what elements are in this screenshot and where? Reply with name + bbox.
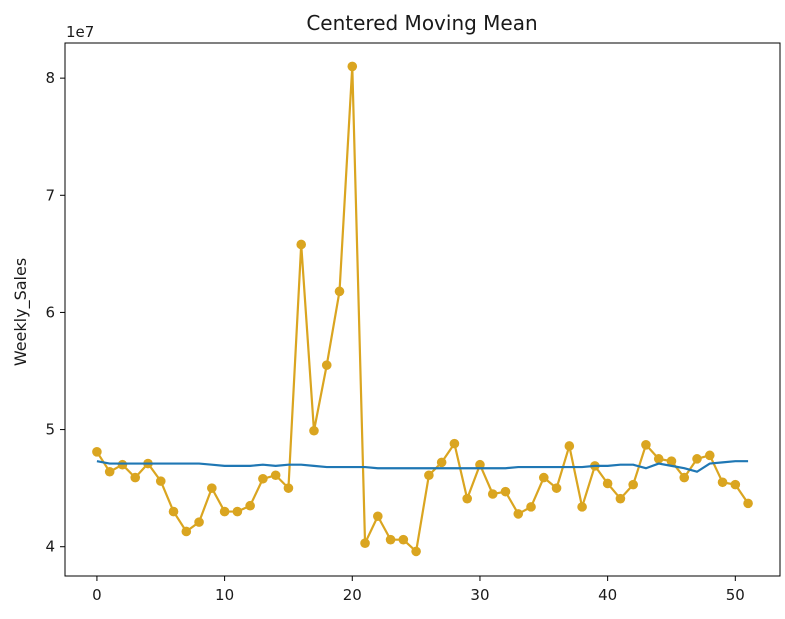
x-tick-label: 0 [92, 586, 102, 604]
x-tick-label: 30 [470, 586, 489, 604]
series-0-point [168, 506, 179, 517]
series-0-point [104, 466, 115, 477]
series-0-point [730, 479, 741, 490]
y-axis: 4 5 6 7 8 [45, 69, 65, 556]
series-0-point [207, 483, 217, 493]
series-0-point [360, 538, 370, 548]
series-0-point [283, 483, 294, 493]
plot-frame [64, 42, 781, 577]
y-tick-label: 6 [45, 303, 55, 321]
chart-title: Centered Moving Mean [306, 11, 537, 35]
y-tick-label: 4 [45, 538, 55, 556]
series-0-point [500, 486, 511, 497]
series-0-point [321, 360, 332, 370]
x-tick-label: 50 [726, 586, 745, 604]
series-0-point [602, 478, 613, 489]
x-axis: 0 10 20 30 40 50 [92, 576, 745, 604]
series-0-point [296, 239, 307, 250]
x-tick-label: 40 [598, 586, 617, 604]
series-0-point [181, 526, 192, 537]
series-0-point [232, 506, 243, 517]
plot-marks [92, 61, 753, 557]
series-0-point [551, 483, 562, 493]
series-0-point [679, 472, 690, 483]
y-tick-label: 8 [45, 69, 55, 87]
y-offset-label: 1e7 [66, 23, 94, 41]
series-0-point [666, 456, 677, 467]
series-0-point [564, 441, 575, 451]
y-tick-label: 7 [45, 186, 55, 204]
series-0-point [219, 506, 230, 517]
series-0-point [309, 425, 319, 436]
series-0-point [615, 493, 626, 504]
series-0-point [513, 509, 524, 519]
x-tick-label: 10 [215, 586, 234, 604]
series-0-point [155, 476, 166, 486]
series-1-line [96, 460, 749, 473]
series-0-point [245, 500, 255, 511]
series-0-point [449, 438, 460, 449]
series-0-point [258, 473, 268, 484]
series-0-line [95, 65, 749, 553]
series-0-point [373, 511, 383, 522]
series-0-point [334, 286, 345, 297]
series-0-point [628, 479, 638, 490]
series-0-point [717, 477, 728, 488]
series-0-point [692, 454, 702, 464]
series-0-point [475, 459, 485, 470]
series-0-point [194, 517, 204, 527]
series-0-point [411, 546, 421, 557]
series-0-point [436, 457, 447, 468]
series-0-point [462, 493, 472, 504]
series-0-point [385, 534, 396, 545]
series-0-point [577, 502, 587, 512]
series-0-point [347, 61, 358, 72]
series-0-point [92, 447, 102, 457]
series-0-point [117, 459, 128, 470]
series-0-point [270, 470, 281, 481]
series-0-point [704, 450, 715, 461]
y-tick-label: 5 [45, 421, 55, 439]
series-0-point [130, 472, 141, 483]
series-0-point [487, 489, 498, 499]
y-axis-label: Weekly_Sales [11, 258, 31, 366]
series-0-point [526, 502, 536, 512]
series-0-point [641, 440, 651, 450]
series-0-point [424, 470, 434, 481]
series-0-point [538, 472, 549, 483]
series-0-point [653, 454, 664, 464]
series-0-point [398, 534, 409, 545]
series-0-point [743, 498, 753, 509]
x-tick-label: 20 [343, 586, 362, 604]
